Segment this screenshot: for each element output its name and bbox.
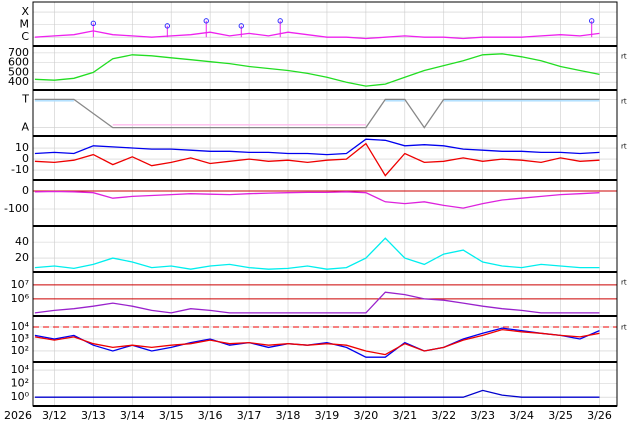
rt-label: rt — [621, 324, 627, 332]
rt-label: rt — [621, 98, 627, 106]
y-tick-label: 40 — [15, 235, 29, 248]
flare-marker — [277, 18, 283, 24]
x-tick-label: 3/25 — [548, 409, 573, 422]
series-line — [34, 327, 600, 358]
y-tick-label: X — [21, 5, 29, 18]
y-tick-label: -10 — [11, 163, 29, 176]
series-line — [34, 53, 600, 87]
y-tick-label: 20 — [15, 251, 29, 264]
flare-marker — [90, 20, 97, 27]
y-tick-label: T — [21, 92, 29, 105]
series-line — [34, 98, 600, 129]
plot-frame — [32, 1, 618, 407]
y-tick-label: 10⁰ — [11, 390, 30, 403]
x-tick-label: 3/13 — [81, 409, 106, 422]
x-tick-label: 3/15 — [159, 409, 184, 422]
y-tick-label: C — [21, 30, 29, 43]
rt-label: rt — [621, 143, 627, 151]
y-tick-label: 0 — [22, 152, 29, 165]
x-tick-label: 3/16 — [198, 409, 223, 422]
series-line — [34, 30, 600, 40]
y-tick-label: 10² — [11, 377, 29, 390]
flare-marker — [588, 18, 595, 24]
flare-marker — [164, 23, 171, 29]
x-tick-label: 3/19 — [315, 409, 340, 422]
y-tick-label: 500 — [8, 65, 29, 78]
series-line — [34, 190, 600, 209]
y-tick-label: M — [20, 18, 30, 31]
y-tick-label: 700 — [8, 46, 29, 59]
y-tick-label: A — [21, 121, 29, 134]
x-tick-label: 3/22 — [431, 409, 456, 422]
x-tick-label: 3/21 — [392, 409, 417, 422]
x-tick-label: 3/20 — [354, 409, 379, 422]
series-line — [34, 328, 600, 356]
year-label: 2026 — [4, 409, 32, 422]
y-tick-label: 10⁴ — [11, 363, 30, 376]
series-line — [34, 237, 600, 270]
x-tick-label: 3/12 — [42, 409, 67, 422]
rt-label: rt — [621, 279, 627, 287]
flare-marker — [203, 18, 209, 24]
flare-marker — [238, 23, 244, 29]
y-tick-label: 10 — [15, 141, 29, 154]
x-tick-label: 3/17 — [237, 409, 262, 422]
y-tick-label: -100 — [4, 202, 29, 215]
rt-label: rt — [621, 53, 627, 61]
series-line — [34, 389, 600, 398]
series-line — [34, 138, 600, 156]
y-tick-label: 10³ — [11, 332, 29, 345]
series-line — [34, 291, 600, 314]
y-tick-label: 0 — [22, 184, 29, 197]
series-line — [34, 142, 600, 177]
x-tick-label: 3/26 — [587, 409, 612, 422]
y-tick-label: 10² — [11, 344, 29, 357]
y-tick-label: 10⁴ — [11, 320, 30, 333]
x-tick-label: 3/23 — [470, 409, 495, 422]
y-tick-label: 10⁷ — [11, 278, 29, 291]
y-tick-label: 10⁶ — [11, 292, 30, 305]
x-tick-label: 3/24 — [509, 409, 534, 422]
y-tick-label: 400 — [8, 75, 29, 88]
x-tick-label: 3/18 — [276, 409, 301, 422]
x-tick-label: 3/14 — [120, 409, 145, 422]
y-tick-label: 600 — [8, 56, 29, 69]
